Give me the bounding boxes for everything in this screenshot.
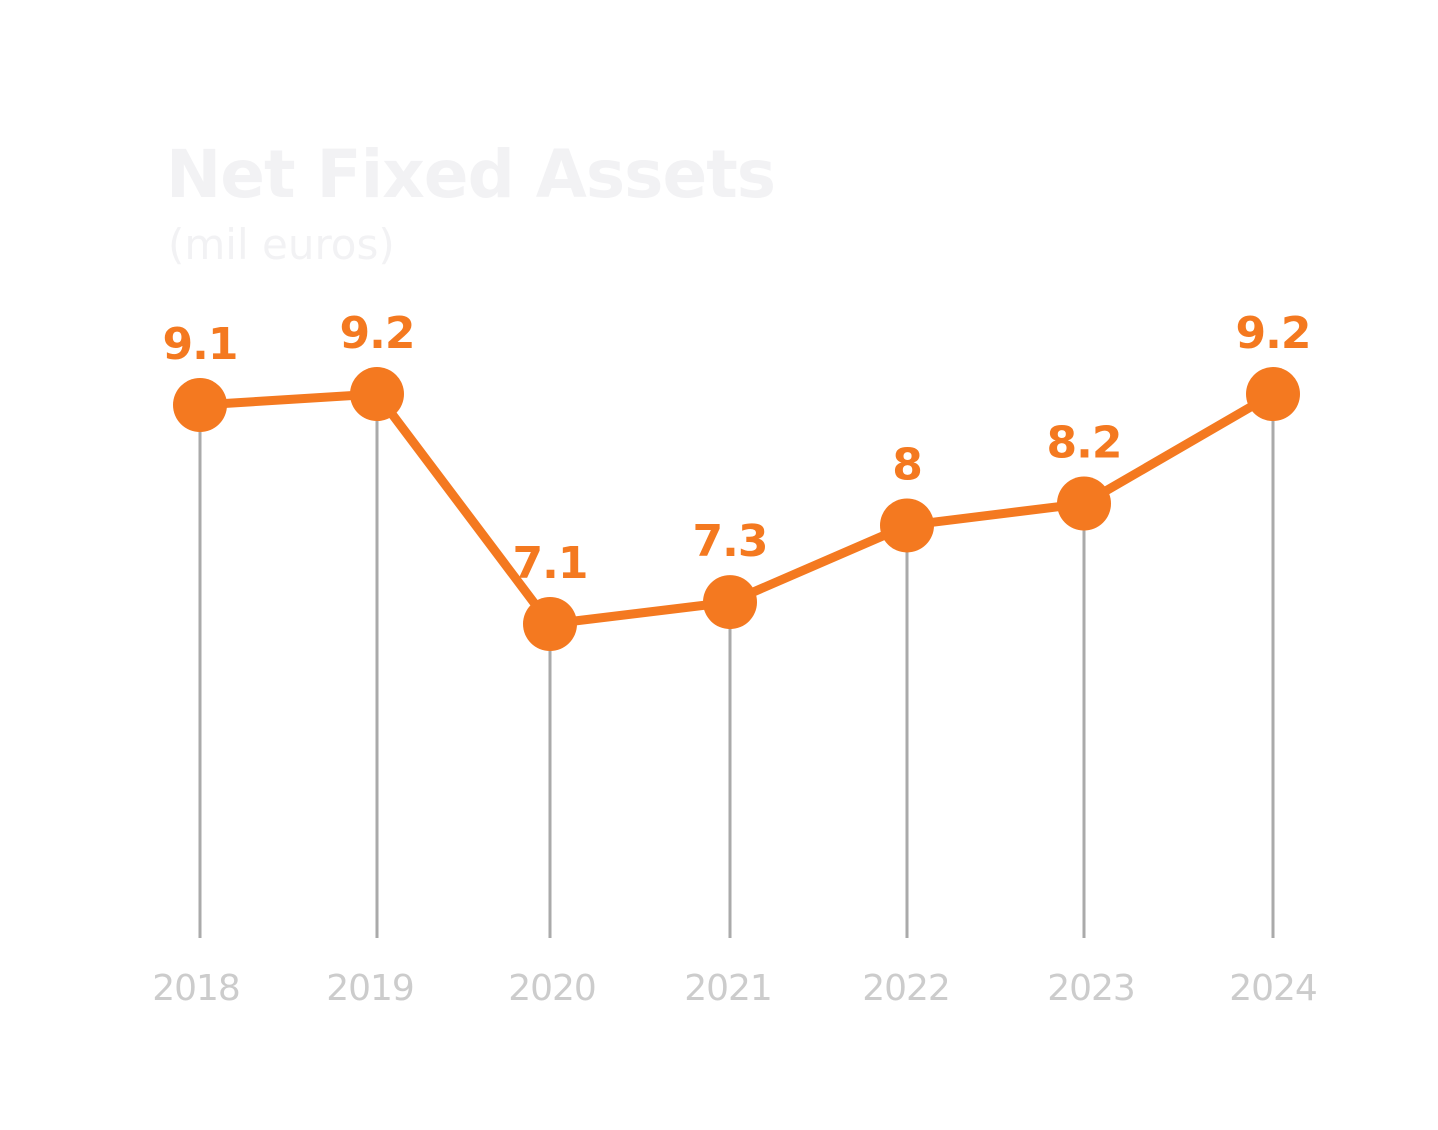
x-tick-label-2018: 2018	[152, 968, 240, 1009]
x-tick-label-2021: 2021	[684, 968, 772, 1009]
data-label-2020: 7.1	[513, 538, 588, 589]
markers	[173, 367, 1300, 651]
data-point-2019	[350, 367, 404, 422]
x-tick-label-2023: 2023	[1047, 968, 1135, 1009]
chart-subtitle: (mil euros)	[168, 220, 395, 269]
x-tick-label-2024: 2024	[1229, 968, 1317, 1009]
data-point-2018	[173, 378, 227, 432]
x-tick-label-2019: 2019	[326, 968, 414, 1009]
data-label-2022: 8	[892, 439, 922, 490]
data-label-2024: 9.2	[1236, 308, 1311, 359]
x-tick-label-2022: 2022	[862, 968, 950, 1009]
data-point-2024	[1246, 367, 1300, 422]
x-axis-tick-labels: 2018 2019 2020 2021 2022 2023 2024	[152, 968, 1318, 1009]
data-label-2021: 7.3	[693, 516, 768, 567]
data-label-2019: 9.2	[340, 308, 415, 359]
data-point-2022	[880, 498, 934, 553]
x-tick-label-2020: 2020	[508, 968, 596, 1009]
data-point-2021	[703, 575, 757, 630]
data-labels: 9.1 9.2 7.1 7.3 8 8.2 9.2	[163, 308, 1312, 589]
data-label-2023: 8.2	[1047, 418, 1122, 469]
data-point-2020	[523, 597, 577, 651]
drop-lines	[198, 394, 1275, 938]
chart-title: Net Fixed Assets	[166, 136, 776, 213]
data-point-2023	[1057, 476, 1111, 531]
data-label-2018: 9.1	[163, 319, 238, 370]
